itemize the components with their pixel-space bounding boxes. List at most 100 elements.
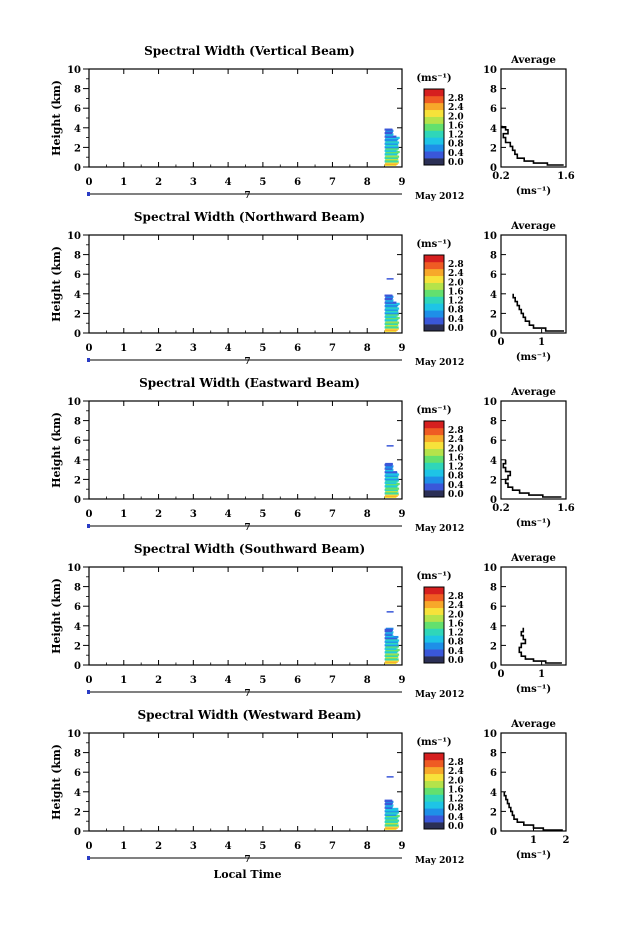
data-cell [385,148,398,151]
y-tick-label: 2 [74,309,81,320]
colorbar-frame [423,88,445,166]
y-tick-label: 6 [74,602,81,613]
y-tick-label: 10 [67,65,81,76]
avg-y-tick-label: 6 [490,436,497,447]
average-title: Average [510,55,556,66]
colorbar-segment [424,815,444,823]
avg-y-tick-label: 2 [490,475,497,486]
date-axis-marker [87,856,90,860]
y-tick-label: 10 [67,397,81,408]
data-cell [384,308,398,311]
average-frame [500,234,567,334]
date-day-label: 7 [244,689,250,699]
colorbar-segment [424,289,444,297]
data-cell [384,803,393,806]
data-cell [385,325,398,328]
colorbar-segment [424,801,444,809]
date-axis-marker [87,524,90,528]
data-cell [384,806,393,809]
x-tick-label: 1 [120,841,127,852]
avg-y-tick-label: 6 [490,104,497,115]
x-tick-label: 3 [190,841,197,852]
data-cell [385,484,399,487]
avg-y-tick-label: 0 [490,495,497,506]
data-cell [384,322,398,325]
data-cell [385,657,398,660]
x-tick-label: 0 [86,343,93,354]
colorbar-segment [424,593,444,602]
data-isolated [386,611,394,613]
colorbar-segment [424,476,444,484]
colorbar-unit-label: (ms⁻¹) [416,73,451,84]
data-cell [384,810,399,813]
colorbar-segment [424,109,444,117]
colorbar-segment [424,324,444,332]
date-month-label: May 2012 [415,690,464,700]
x-tick-label: 6 [294,841,301,852]
colorbar-frame [423,752,445,830]
colorbar-tick-label: 0.4 [448,647,464,657]
data-isolated [386,445,394,447]
avg-y-tick-label: 8 [490,583,497,594]
x-tick-label: 2 [155,343,162,354]
data-cell [385,807,399,811]
y-axis-label: Height (km) [50,412,63,488]
colorbar-tick-label: 2.4 [448,435,464,445]
data-cell [385,493,400,496]
data-cell [384,326,399,329]
colorbar-segment [424,448,444,456]
colorbar-segment [424,144,444,152]
date-axis-marker [87,192,90,196]
data-cell [385,826,398,829]
colorbar-tick-label: 2.4 [448,601,464,611]
colorbar-segment [424,766,444,775]
x-tick-label: 0 [86,177,93,188]
data-cell [385,638,398,641]
colorbar-segment [424,102,444,111]
x-tick-label: 9 [399,177,406,188]
avg-x-tick-label: 1 [538,337,545,348]
date-month-label: May 2012 [415,358,464,368]
data-cell [385,465,394,468]
data-cell [385,632,393,635]
data-cell [385,307,400,310]
y-tick-label: 8 [74,417,81,428]
colorbar-tick-label: 2.8 [448,260,464,270]
data-cell [385,823,398,826]
y-tick-label: 4 [74,124,81,135]
colorbar-segment [424,621,444,629]
data-dash [384,463,393,466]
colorbar-segment [424,794,444,802]
y-tick-label: 0 [74,827,81,838]
average-profile-line [502,459,562,498]
data-cell [384,492,399,495]
avg-y-tick-label: 4 [490,290,497,301]
date-axis-marker [87,690,90,694]
y-tick-label: 8 [74,251,81,262]
colorbar-tick-label: 0.8 [448,472,464,482]
data-cell [385,155,400,158]
colorbar-tick-label: 0.0 [448,656,464,666]
data-cell [385,130,393,134]
y-tick-label: 4 [74,788,81,799]
data-cell [385,469,393,473]
data-cell [385,659,400,662]
data-cell [385,825,400,828]
colorbar-frame [423,586,445,664]
colorbar-segment [424,261,444,270]
x-tick-label: 7 [329,675,336,686]
main-plot-frame [88,566,403,666]
main-plot-frame [88,68,403,168]
data-cell [385,811,400,814]
colorbar-segment [424,649,444,657]
colorbar-segment [424,296,444,304]
data-cell [384,132,393,135]
avg-x-tick-label: 1 [530,835,537,846]
data-cell [385,157,399,161]
colorbar-tick-label: 1.2 [448,297,464,307]
data-cell [385,302,400,305]
average-frame [500,732,567,832]
panel-title: Spectral Width (Westward Beam) [137,708,361,722]
data-cell [384,633,393,636]
